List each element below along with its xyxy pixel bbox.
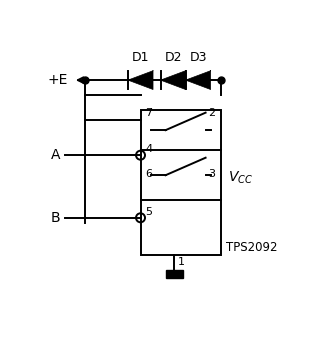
Text: B: B (51, 211, 60, 225)
Text: 5: 5 (146, 206, 152, 217)
Bar (166, 270, 183, 278)
Text: +E: +E (47, 73, 68, 87)
Text: 3: 3 (209, 169, 216, 179)
Text: 7: 7 (146, 108, 153, 118)
Bar (141, 110, 221, 255)
Text: A: A (51, 148, 60, 162)
Polygon shape (161, 71, 185, 90)
Text: TPS2092: TPS2092 (225, 241, 277, 254)
Text: 4: 4 (146, 144, 153, 154)
Polygon shape (185, 71, 211, 90)
Text: $V_{CC}$: $V_{CC}$ (228, 170, 253, 186)
Text: D1: D1 (132, 51, 149, 64)
Polygon shape (128, 71, 153, 90)
Text: D3: D3 (189, 51, 207, 64)
Text: 2: 2 (208, 108, 216, 118)
Text: 6: 6 (146, 169, 152, 179)
Text: 1: 1 (178, 256, 185, 266)
Text: D2: D2 (164, 51, 182, 64)
